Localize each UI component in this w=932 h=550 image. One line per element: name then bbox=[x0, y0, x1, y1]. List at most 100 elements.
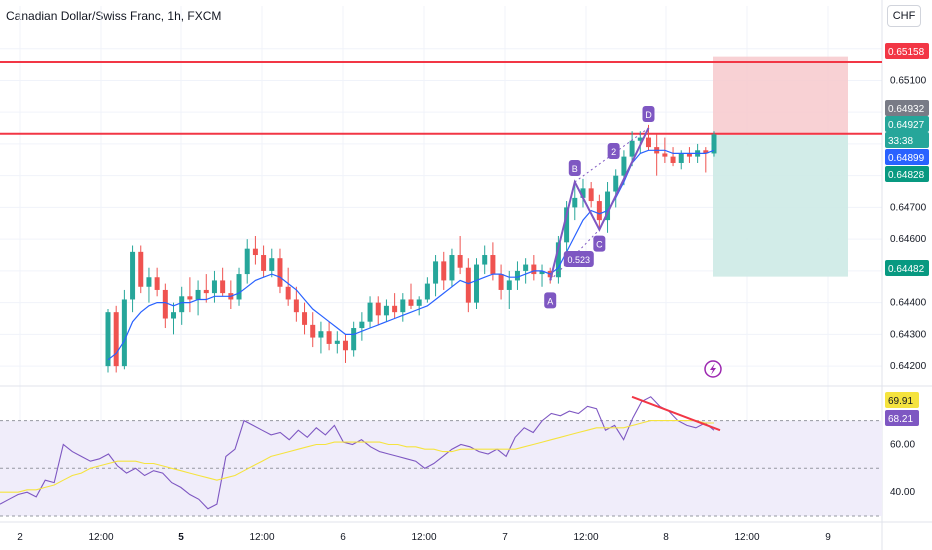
price-tick-label: 0.64600 bbox=[890, 234, 927, 245]
price-badge-label: 33:38 bbox=[888, 136, 913, 147]
currency-button[interactable]: CHF bbox=[887, 5, 921, 27]
candle bbox=[654, 134, 660, 176]
candle-body bbox=[539, 270, 545, 275]
pattern-point-box bbox=[544, 292, 557, 309]
candle-body bbox=[187, 296, 193, 300]
candle-body bbox=[400, 299, 406, 313]
candle-body bbox=[293, 299, 299, 313]
candle-body bbox=[195, 289, 201, 300]
candle-body bbox=[302, 312, 308, 325]
candle-body bbox=[162, 289, 168, 319]
candle bbox=[285, 267, 291, 306]
candle-body bbox=[637, 137, 643, 141]
candle-body bbox=[105, 312, 111, 367]
candle-body bbox=[383, 305, 389, 316]
candle-body bbox=[588, 188, 594, 202]
candle-body bbox=[252, 248, 258, 256]
candle-body bbox=[621, 156, 627, 176]
candle bbox=[564, 201, 570, 252]
price-badge-label: 0.64828 bbox=[888, 170, 925, 181]
rsi-ma-line bbox=[0, 420, 714, 493]
candle-body bbox=[474, 264, 480, 303]
candle-body bbox=[171, 312, 177, 319]
pattern-point-box bbox=[593, 235, 606, 252]
candle bbox=[424, 277, 430, 303]
candle bbox=[465, 258, 471, 313]
candle bbox=[711, 131, 717, 157]
stop-loss-zone bbox=[713, 56, 848, 136]
take-profit-zone bbox=[713, 135, 848, 277]
candle-body bbox=[531, 264, 537, 275]
candle-body bbox=[367, 302, 373, 322]
candle-body bbox=[408, 299, 414, 306]
candle bbox=[318, 321, 324, 354]
candle-body bbox=[342, 340, 348, 351]
time-tick-label: 12:00 bbox=[88, 532, 113, 543]
candle bbox=[392, 293, 398, 319]
candle bbox=[605, 182, 611, 233]
time-tick-label: 12:00 bbox=[249, 532, 274, 543]
rsi-pane bbox=[0, 395, 882, 517]
candle-body bbox=[285, 286, 291, 300]
candle-body bbox=[416, 299, 422, 306]
candle-body bbox=[457, 255, 463, 268]
lightning-icon[interactable] bbox=[704, 360, 722, 378]
candle-body bbox=[482, 255, 488, 265]
candle-body bbox=[465, 267, 471, 303]
time-tick-label: 5 bbox=[178, 532, 184, 543]
candle-body bbox=[490, 255, 496, 275]
candle-body bbox=[580, 188, 586, 198]
candle-body bbox=[334, 340, 340, 344]
candle bbox=[375, 296, 381, 325]
candle-body bbox=[211, 280, 217, 294]
candle bbox=[326, 321, 332, 351]
candle bbox=[130, 245, 136, 313]
candle bbox=[236, 267, 242, 306]
candle-body bbox=[506, 280, 512, 290]
rsi-divergence-trendline bbox=[631, 395, 721, 432]
price-badge: 33:38 bbox=[885, 132, 929, 148]
candle bbox=[359, 312, 365, 341]
price-pane bbox=[0, 61, 882, 373]
price-tick-label: 0.64400 bbox=[890, 298, 927, 309]
rsi-badge: 68.21 bbox=[885, 410, 919, 426]
price-tick-label: 0.64300 bbox=[890, 329, 927, 340]
candle-body bbox=[523, 264, 529, 271]
candle bbox=[514, 261, 520, 290]
candle bbox=[482, 245, 488, 275]
price-badge: 0.64927 bbox=[885, 116, 929, 132]
candle bbox=[474, 258, 480, 309]
pattern-markers: A B C D 0.523 2 bbox=[544, 106, 722, 378]
candle bbox=[449, 248, 455, 287]
pattern-ratio-label: 2 bbox=[611, 147, 616, 157]
candle bbox=[187, 277, 193, 313]
candle bbox=[334, 331, 340, 354]
candle bbox=[670, 147, 676, 167]
candle-body bbox=[146, 277, 152, 287]
pattern-ratio-box bbox=[607, 143, 620, 160]
candle-body bbox=[203, 289, 209, 294]
candle-body bbox=[711, 134, 717, 154]
price-badge-box bbox=[885, 149, 929, 165]
position-zones bbox=[713, 56, 848, 277]
candle-body bbox=[277, 258, 283, 287]
candle bbox=[277, 248, 283, 294]
price-badge-label: 0.65158 bbox=[888, 47, 925, 58]
candle bbox=[441, 251, 447, 290]
candle-body bbox=[564, 207, 570, 243]
candle-body bbox=[154, 277, 160, 290]
candle bbox=[121, 289, 127, 370]
candle bbox=[154, 267, 160, 297]
candle bbox=[416, 296, 422, 316]
candle bbox=[293, 286, 299, 322]
price-badge: 0.64828 bbox=[885, 166, 929, 182]
rsi-badge-box bbox=[885, 392, 919, 408]
candle bbox=[252, 235, 258, 265]
pattern-point-label: C bbox=[596, 240, 603, 250]
candle bbox=[588, 182, 594, 208]
time-tick-label: 7 bbox=[502, 532, 508, 543]
pattern-ratio-label: 0.523 bbox=[568, 255, 591, 265]
candle bbox=[580, 178, 586, 208]
candle-body bbox=[645, 137, 651, 148]
